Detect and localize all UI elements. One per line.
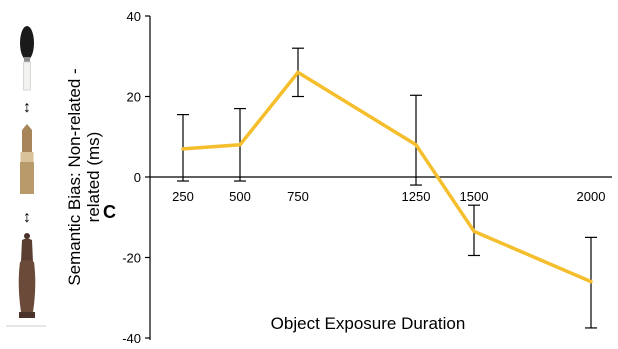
y-tick-label-4: -40	[122, 331, 141, 346]
panel-letter-label: C	[103, 202, 116, 222]
y-axis-title: Semantic Bias: Non-related -related (ms)	[65, 68, 103, 285]
stimulus-images: ↕ ↕	[6, 26, 46, 327]
x-tick-label-2: 750	[287, 189, 309, 204]
y-tick-group: 40 20 0 -20 -40	[122, 9, 150, 346]
y-tick-label-1: 20	[127, 90, 141, 105]
x-tick-label-5: 2000	[577, 189, 606, 204]
makeup-brush-icon	[20, 26, 34, 91]
y-tick-label-3: -20	[122, 251, 141, 266]
x-tick-label-3: 1250	[402, 189, 431, 204]
x-tick-group: 250 500 750 1250 1500 2000	[172, 189, 605, 204]
pepper-mill-icon	[6, 233, 46, 327]
series-line	[181, 70, 593, 284]
y-tick-label-2: 0	[134, 170, 141, 185]
double-arrow-icon-2: ↕	[23, 209, 31, 226]
x-axis-title: Object Exposure Duration	[271, 314, 466, 333]
error-bar-group	[177, 47, 597, 329]
x-tick-label-1: 500	[229, 189, 251, 204]
x-tick-label-0: 250	[172, 189, 194, 204]
x-tick-label-4: 1500	[460, 189, 489, 204]
y-tick-label-0: 40	[127, 9, 141, 24]
error-bar-1250	[410, 94, 422, 186]
lipstick-icon	[20, 124, 34, 194]
double-arrow-icon-1: ↕	[23, 99, 31, 116]
